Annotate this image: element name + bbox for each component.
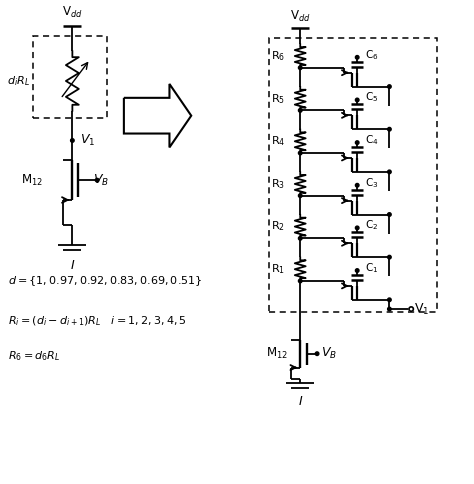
Text: $V_B$: $V_B$ — [321, 346, 337, 361]
Text: $d = \{1,0.97,0.92,0.83,0.69,0.51\}$: $d = \{1,0.97,0.92,0.83,0.69,0.51\}$ — [8, 274, 202, 288]
PathPatch shape — [124, 84, 191, 148]
Circle shape — [299, 194, 302, 197]
Text: R$_3$: R$_3$ — [271, 177, 285, 191]
Circle shape — [356, 141, 359, 144]
Circle shape — [299, 151, 302, 155]
Text: C$_4$: C$_4$ — [365, 133, 379, 147]
Text: R$_2$: R$_2$ — [272, 220, 285, 233]
Circle shape — [409, 307, 413, 311]
Text: $R_i = (d_i - d_{i+1})R_L \quad i = 1,2,3,4,5$: $R_i = (d_i - d_{i+1})R_L \quad i = 1,2,… — [8, 314, 187, 328]
Circle shape — [356, 183, 359, 187]
Circle shape — [356, 98, 359, 102]
Text: C$_3$: C$_3$ — [365, 176, 379, 190]
Text: C$_2$: C$_2$ — [365, 219, 378, 232]
Text: R$_6$: R$_6$ — [271, 49, 285, 63]
Text: V$_{dd}$: V$_{dd}$ — [62, 5, 82, 20]
Text: R$_1$: R$_1$ — [271, 262, 285, 276]
Text: $V_1$: $V_1$ — [80, 133, 96, 148]
Text: C$_1$: C$_1$ — [365, 261, 378, 275]
Circle shape — [388, 85, 391, 89]
Circle shape — [299, 66, 302, 70]
Text: R$_5$: R$_5$ — [271, 92, 285, 106]
Circle shape — [388, 127, 391, 131]
Text: d$_i$R$_L$: d$_i$R$_L$ — [8, 74, 31, 88]
Text: I: I — [298, 395, 302, 408]
Bar — [269, 38, 437, 312]
Circle shape — [299, 108, 302, 112]
Text: $V_B$: $V_B$ — [93, 173, 109, 188]
Bar — [33, 36, 107, 118]
Circle shape — [388, 298, 391, 302]
Text: C$_6$: C$_6$ — [365, 48, 379, 62]
Circle shape — [299, 279, 302, 283]
Circle shape — [356, 56, 359, 59]
Circle shape — [71, 139, 74, 142]
Circle shape — [356, 269, 359, 272]
Text: $R_6 = d_6 R_L$: $R_6 = d_6 R_L$ — [8, 349, 61, 363]
Circle shape — [315, 352, 319, 355]
Circle shape — [95, 179, 99, 182]
Text: C$_5$: C$_5$ — [365, 91, 378, 105]
Text: M$_{12}$: M$_{12}$ — [21, 173, 43, 188]
Circle shape — [388, 170, 391, 174]
Text: V$_{dd}$: V$_{dd}$ — [290, 9, 310, 25]
Circle shape — [299, 237, 302, 240]
Circle shape — [388, 256, 391, 259]
Text: R$_4$: R$_4$ — [271, 135, 285, 148]
Text: I: I — [71, 259, 74, 272]
Circle shape — [388, 307, 391, 311]
Circle shape — [356, 226, 359, 230]
Circle shape — [388, 213, 391, 216]
Text: V$_1$: V$_1$ — [414, 302, 429, 317]
Text: M$_{12}$: M$_{12}$ — [265, 346, 288, 361]
